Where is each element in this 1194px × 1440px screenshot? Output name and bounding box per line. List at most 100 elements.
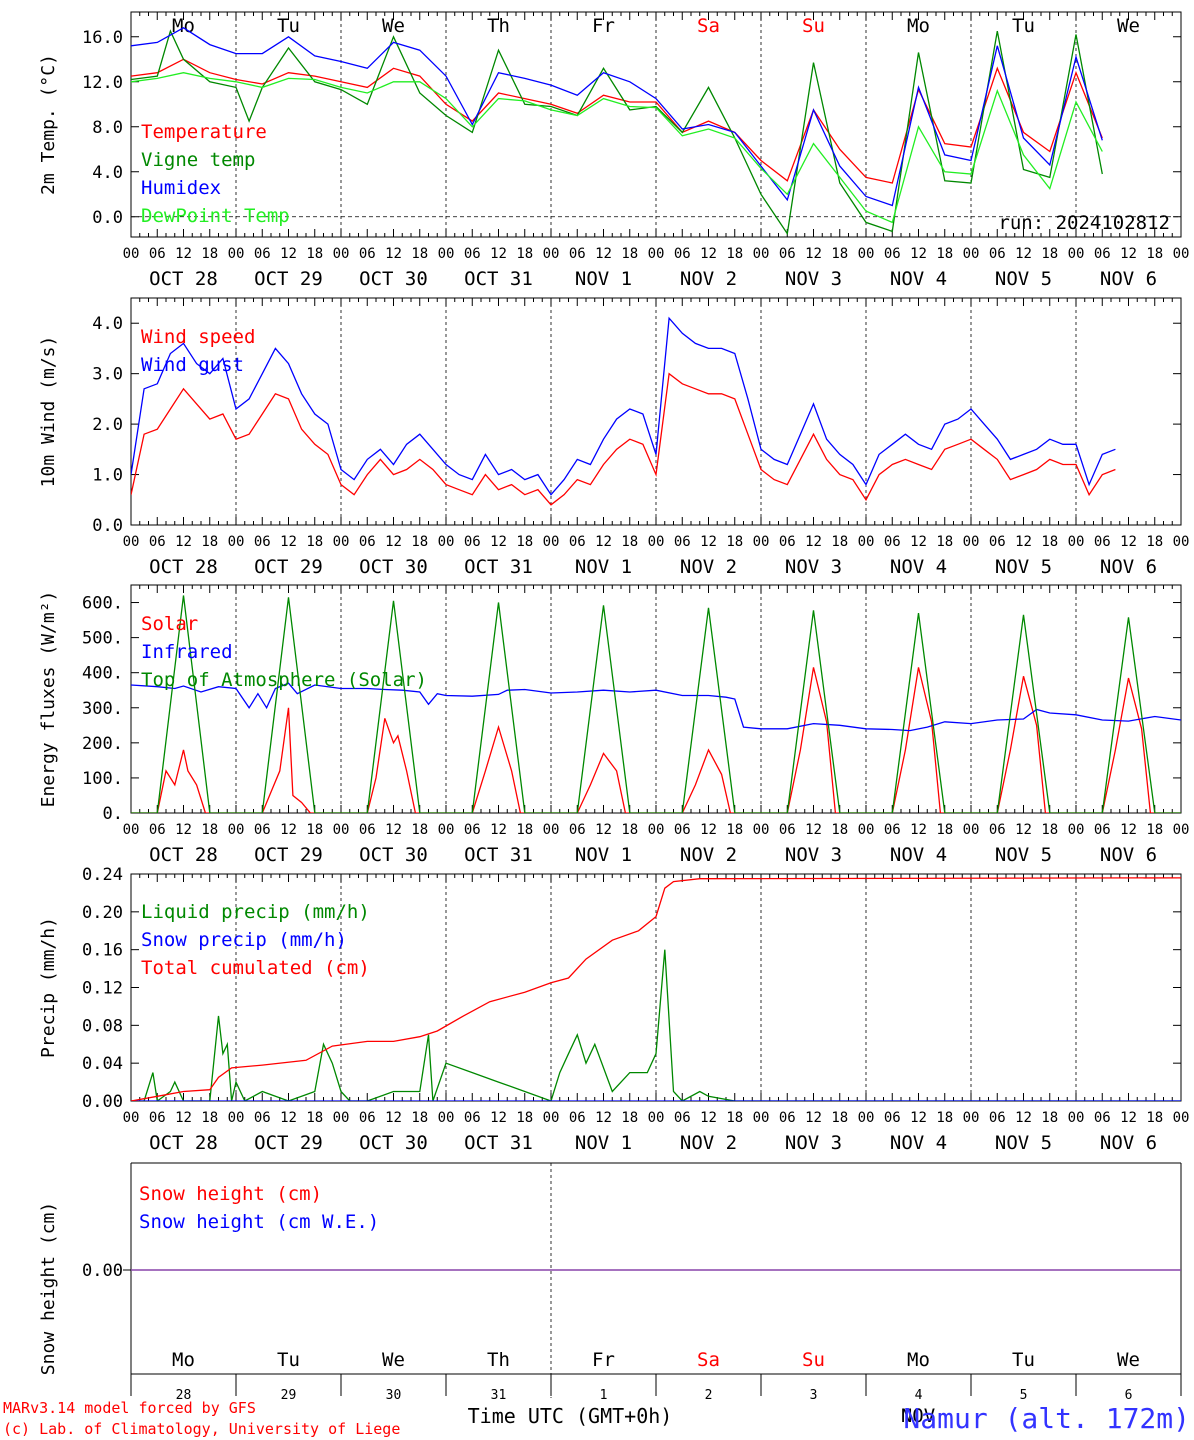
day-number-label: 30: [386, 1388, 402, 1403]
hour-label: 00: [648, 246, 665, 262]
day-number-label: 2: [705, 1388, 713, 1403]
hour-label: 00: [333, 534, 350, 550]
hour-label: 06: [569, 534, 586, 550]
day-of-week-label: Mo: [172, 1349, 195, 1371]
series-liquid-precip-mm-h-: [131, 949, 1181, 1101]
hour-label: 06: [989, 822, 1006, 838]
hour-label: 18: [516, 822, 533, 838]
y-tick-label: 2.0: [92, 415, 123, 435]
hour-label: 12: [805, 534, 822, 550]
hour-label: 06: [464, 1110, 481, 1126]
station-label: Namur (alt. 172m): [903, 1402, 1190, 1435]
hour-label: 00: [543, 534, 560, 550]
hour-label: 00: [753, 822, 770, 838]
day-number-label: 1: [600, 1388, 608, 1403]
hour-label: 18: [1146, 822, 1163, 838]
hour-label: 00: [1173, 246, 1190, 262]
hour-label: 12: [910, 534, 927, 550]
hour-label: 00: [753, 534, 770, 550]
hour-label: 06: [1094, 246, 1111, 262]
y-tick-label: 300.: [82, 699, 123, 719]
y-tick-label: 1.0: [92, 466, 123, 486]
day-of-week-label: We: [382, 15, 405, 37]
day-of-week-label: Tu: [1012, 15, 1035, 37]
x-axis-title: Time UTC (GMT+0h): [468, 1404, 673, 1428]
legend-entry: Vigne temp: [141, 149, 255, 171]
hour-label: 18: [201, 1110, 218, 1126]
hour-label: 18: [1146, 246, 1163, 262]
y-tick-label: 4.0: [92, 314, 123, 334]
day-of-week-label: Fr: [592, 15, 615, 37]
y-tick-label: 4.0: [92, 163, 123, 183]
hour-label: 00: [648, 1110, 665, 1126]
hour-label: 00: [228, 822, 245, 838]
hour-label: 18: [1146, 534, 1163, 550]
day-of-week-label: Sa: [697, 1349, 720, 1371]
y-axis-label: Energy fluxes (W/m²): [38, 591, 59, 808]
hour-label: 18: [726, 1110, 743, 1126]
y-tick-label: 500.: [82, 629, 123, 649]
hour-label: 00: [438, 1110, 455, 1126]
date-label: NOV 5: [995, 844, 1052, 866]
hour-label: 12: [910, 1110, 927, 1126]
hour-label: 00: [123, 822, 140, 838]
date-label: OCT 30: [359, 268, 428, 290]
hour-label: 00: [1068, 1110, 1085, 1126]
hour-label: 06: [779, 246, 796, 262]
hour-label: 00: [333, 822, 350, 838]
y-tick-label: 0.0: [92, 516, 123, 536]
hour-label: 12: [385, 1110, 402, 1126]
hour-label: 06: [359, 1110, 376, 1126]
hour-label: 12: [385, 534, 402, 550]
hour-label: 06: [254, 246, 271, 262]
hour-label: 12: [280, 1110, 297, 1126]
hour-label: 12: [490, 822, 507, 838]
series-temperature: [131, 58, 1103, 184]
hour-label: 12: [595, 534, 612, 550]
hour-label: 00: [1068, 246, 1085, 262]
hour-label: 06: [674, 246, 691, 262]
hour-label: 06: [149, 1110, 166, 1126]
legend-entry: Total cumulated (cm): [141, 957, 370, 979]
hour-label: 18: [936, 1110, 953, 1126]
hour-label: 00: [858, 1110, 875, 1126]
y-tick-label: 400.: [82, 664, 123, 684]
y-tick-label: 0.00: [82, 1092, 123, 1112]
hour-label: 00: [123, 246, 140, 262]
day-number-label: 28: [176, 1388, 192, 1403]
hour-label: 06: [359, 246, 376, 262]
hour-label: 12: [1120, 246, 1137, 262]
hour-label: 00: [543, 1110, 560, 1126]
legend-entry: Humidex: [141, 177, 221, 199]
hour-label: 18: [936, 246, 953, 262]
hour-label: 12: [595, 822, 612, 838]
day-number-label: 4: [915, 1388, 923, 1403]
hour-label: 06: [779, 534, 796, 550]
series-total-cumulated-cm-: [131, 877, 1181, 1101]
date-label: OCT 30: [359, 1132, 428, 1154]
date-label: NOV 6: [1100, 844, 1157, 866]
day-of-week-label: We: [1117, 15, 1140, 37]
hour-label: 12: [700, 246, 717, 262]
day-of-week-label: Th: [487, 15, 510, 37]
hour-label: 00: [438, 822, 455, 838]
hour-label: 06: [884, 822, 901, 838]
hour-label: 18: [306, 1110, 323, 1126]
hour-label: 12: [805, 1110, 822, 1126]
day-of-week-label: Tu: [277, 15, 300, 37]
hour-label: 06: [989, 1110, 1006, 1126]
day-of-week-label: Th: [487, 1349, 510, 1371]
hour-label: 12: [1015, 246, 1032, 262]
panel-4: 0.00 0.04 0.08 0.12 0.16 0.20 0.24 Precip (mm/h…: [38, 865, 1190, 1154]
date-label: NOV 4: [890, 556, 947, 578]
legend-entry: Temperature: [141, 121, 267, 143]
hour-label: 12: [805, 822, 822, 838]
hour-label: 00: [1173, 1110, 1190, 1126]
y-axis-label: 10m Wind (m/s): [38, 336, 59, 488]
hour-label: 18: [306, 822, 323, 838]
hour-label: 18: [201, 822, 218, 838]
hour-label: 00: [228, 1110, 245, 1126]
series-vigne-temp: [131, 29, 1103, 236]
lab-credit: (c) Lab. of Climatology, University of L…: [3, 1420, 400, 1438]
day-number-label: 29: [281, 1388, 297, 1403]
